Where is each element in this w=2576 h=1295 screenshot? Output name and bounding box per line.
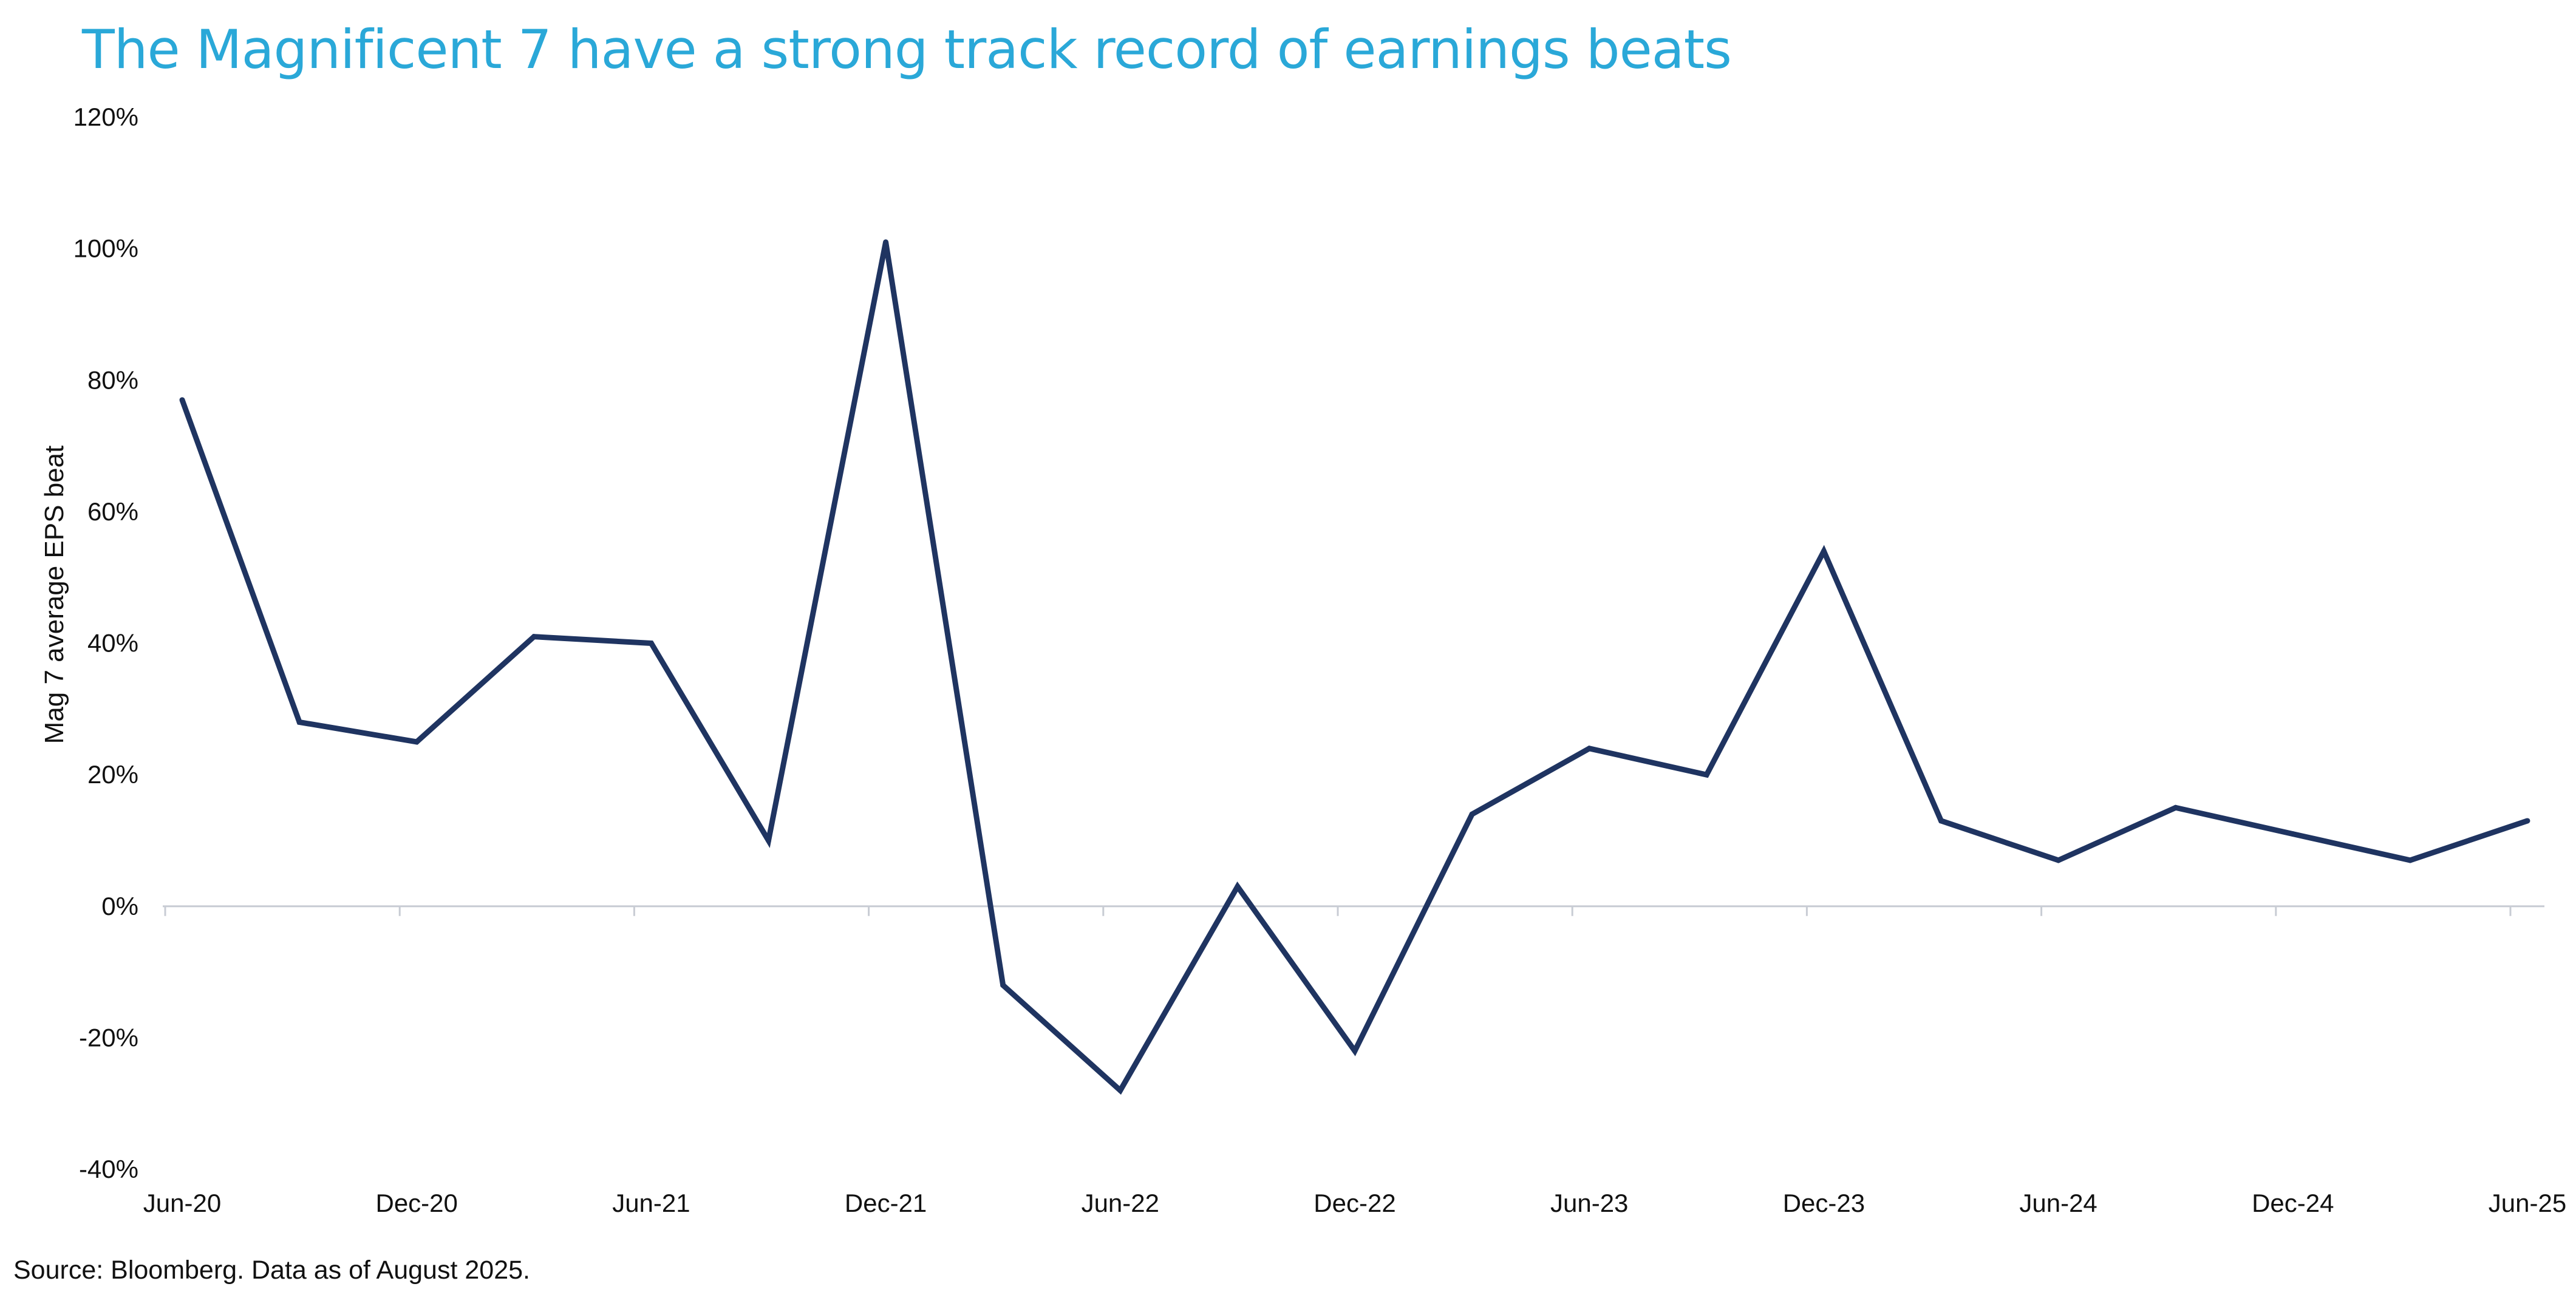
- data-point: [179, 397, 185, 403]
- y-tick-label: -40%: [79, 1155, 138, 1183]
- y-tick-label: -20%: [79, 1023, 138, 1052]
- x-tick-label: Jun-20: [143, 1189, 221, 1217]
- data-point: [1352, 1048, 1358, 1054]
- data-point: [2524, 818, 2530, 824]
- y-tick-label: 40%: [87, 629, 138, 658]
- y-tick-label: 80%: [87, 365, 138, 394]
- y-tick-label: 20%: [87, 760, 138, 789]
- x-tick-label: Dec-21: [845, 1189, 927, 1217]
- data-point: [883, 239, 889, 245]
- data-point: [1821, 548, 1827, 554]
- x-axis-ticks: Jun-20 Dec-20 Jun-21 Dec-21 Jun-22 Dec-22 Jun-…: [143, 1189, 2566, 1217]
- chart-title: The Magnificent 7 have a strong track re…: [82, 18, 1732, 81]
- x-tick-label: Jun-24: [2019, 1189, 2097, 1217]
- source-note: Source: Bloomberg. Data as of August 202…: [13, 1256, 530, 1285]
- y-tick-label: 60%: [87, 497, 138, 526]
- data-point: [2056, 857, 2062, 863]
- data-point: [1117, 1087, 1123, 1093]
- data-point: [1703, 772, 1709, 778]
- series-group: [179, 239, 2530, 1095]
- x-tick-label: Jun-21: [612, 1189, 690, 1217]
- x-tick-label: Dec-20: [375, 1189, 457, 1217]
- data-point: [2407, 857, 2413, 863]
- series-line: [179, 241, 2529, 1095]
- x-tick-label: Dec-24: [2252, 1189, 2334, 1217]
- data-point: [1000, 982, 1006, 988]
- x-tick-label: Jun-25: [2489, 1189, 2566, 1217]
- y-tick-label: 100%: [73, 234, 138, 263]
- data-point: [531, 634, 537, 640]
- y-tick-label: 0%: [101, 892, 138, 920]
- y-tick-label: 120%: [73, 103, 138, 131]
- y-axis-ticks: -40% -20% 0% 20% 40% 60% 80% 100% 120%: [73, 103, 138, 1183]
- y-axis-label: Mag 7 average EPS beat: [39, 446, 69, 744]
- data-point: [2290, 831, 2296, 837]
- data-point: [766, 837, 771, 843]
- x-tick-label: Dec-22: [1314, 1189, 1395, 1217]
- x-tick-label: Jun-23: [1550, 1189, 1628, 1217]
- data-point: [1469, 811, 1475, 817]
- data-point: [1586, 746, 1592, 752]
- data-point: [414, 739, 420, 745]
- data-point: [1938, 818, 1944, 824]
- data-point: [648, 641, 654, 646]
- x-tick-label: Dec-23: [1783, 1189, 1865, 1217]
- data-point: [2173, 804, 2179, 811]
- x-tick-label: Jun-22: [1082, 1189, 1159, 1217]
- data-point: [1235, 883, 1241, 889]
- data-point: [296, 719, 302, 725]
- chart-axes: [163, 905, 2544, 916]
